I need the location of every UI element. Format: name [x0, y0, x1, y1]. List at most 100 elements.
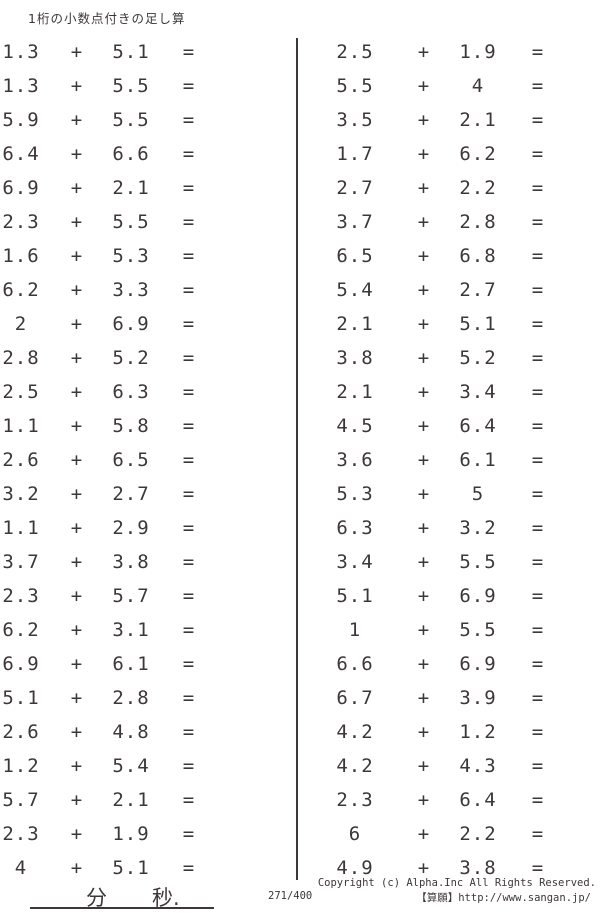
problem-row: 1.1 + 2.9 =	[0, 511, 297, 545]
equals-sign: =	[182, 177, 196, 199]
operand-a: 1.1	[2, 415, 40, 437]
equals-sign: =	[182, 789, 196, 811]
equals-sign: =	[531, 143, 545, 165]
problem-row: 2.6 + 4.8 =	[0, 715, 297, 749]
equals-sign: =	[182, 313, 196, 335]
plus-sign: +	[417, 687, 431, 709]
operand-a: 2.3	[2, 585, 40, 607]
equals-sign: =	[182, 619, 196, 641]
problem-row: 4 + 5.1 =	[0, 851, 297, 885]
operand-b: 2.7	[112, 483, 150, 505]
operand-b: 6.9	[112, 313, 150, 335]
operand-a: 4.9	[336, 857, 374, 879]
plus-sign: +	[70, 75, 84, 97]
equals-sign: =	[531, 551, 545, 573]
operand-b: 5.5	[112, 75, 150, 97]
plus-sign: +	[417, 721, 431, 743]
plus-sign: +	[70, 789, 84, 811]
equals-sign: =	[182, 823, 196, 845]
operand-b: 5.7	[112, 585, 150, 607]
problem-row: 4.9 + 3.8 =	[297, 851, 600, 885]
operand-a: 5.4	[336, 279, 374, 301]
operand-a: 6	[348, 823, 362, 845]
timer-minutes-label: 分	[86, 886, 107, 910]
operand-b: 2.7	[459, 279, 497, 301]
operand-a: 2.5	[2, 381, 40, 403]
equals-sign: =	[182, 143, 196, 165]
problem-row: 3.5 + 2.1 =	[297, 103, 600, 137]
plus-sign: +	[417, 755, 431, 777]
operand-a: 6.2	[2, 279, 40, 301]
operand-a: 3.8	[336, 347, 374, 369]
plus-sign: +	[70, 857, 84, 879]
plus-sign: +	[70, 313, 84, 335]
operand-a: 5.1	[336, 585, 374, 607]
problem-row: 5.4 + 2.7 =	[297, 273, 600, 307]
operand-a: 5.5	[336, 75, 374, 97]
plus-sign: +	[70, 687, 84, 709]
problem-row: 2.5 + 1.9 =	[297, 35, 600, 69]
problem-row: 2.3 + 1.9 =	[0, 817, 297, 851]
operand-b: 4.3	[459, 755, 497, 777]
operand-a: 4	[14, 857, 28, 879]
equals-sign: =	[531, 517, 545, 539]
equals-sign: =	[531, 619, 545, 641]
problem-row: 6.5 + 6.8 =	[297, 239, 600, 273]
problem-row: 4.2 + 1.2 =	[297, 715, 600, 749]
operand-a: 4.2	[336, 721, 374, 743]
operand-a: 6.6	[336, 653, 374, 675]
problem-row: 1.3 + 5.1 =	[0, 35, 297, 69]
equals-sign: =	[531, 245, 545, 267]
equals-sign: =	[182, 517, 196, 539]
equals-sign: =	[182, 381, 196, 403]
operand-a: 3.4	[336, 551, 374, 573]
problem-row: 2.1 + 3.4 =	[297, 375, 600, 409]
problem-row: 1.1 + 5.8 =	[0, 409, 297, 443]
operand-a: 2.3	[2, 823, 40, 845]
problem-row: 3.2 + 2.7 =	[0, 477, 297, 511]
timer-underline	[30, 907, 214, 909]
operand-a: 4.2	[336, 755, 374, 777]
problem-row: 5.9 + 5.5 =	[0, 103, 297, 137]
operand-b: 6.6	[112, 143, 150, 165]
plus-sign: +	[70, 279, 84, 301]
plus-sign: +	[417, 245, 431, 267]
problem-row: 6 + 2.2 =	[297, 817, 600, 851]
operand-b: 6.9	[459, 653, 497, 675]
operand-a: 6.2	[2, 619, 40, 641]
operand-b: 1.9	[459, 41, 497, 63]
problem-row: 5.1 + 2.8 =	[0, 681, 297, 715]
operand-b: 3.4	[459, 381, 497, 403]
operand-a: 1.2	[2, 755, 40, 777]
operand-a: 5.3	[336, 483, 374, 505]
operand-b: 3.9	[459, 687, 497, 709]
plus-sign: +	[417, 347, 431, 369]
problem-row: 3.8 + 5.2 =	[297, 341, 600, 375]
problem-row: 3.7 + 2.8 =	[297, 205, 600, 239]
plus-sign: +	[417, 517, 431, 539]
operand-b: 5.5	[459, 619, 497, 641]
operand-b: 2.2	[459, 823, 497, 845]
plus-sign: +	[417, 75, 431, 97]
operand-a: 6.3	[336, 517, 374, 539]
operand-a: 1.1	[2, 517, 40, 539]
equals-sign: =	[182, 483, 196, 505]
problem-row: 3.6 + 6.1 =	[297, 443, 600, 477]
equals-sign: =	[182, 75, 196, 97]
equals-sign: =	[182, 449, 196, 471]
operand-b: 2.2	[459, 177, 497, 199]
operand-b: 5.5	[112, 109, 150, 131]
operand-a: 6.9	[2, 653, 40, 675]
equals-sign: =	[182, 755, 196, 777]
operand-b: 3.1	[112, 619, 150, 641]
plus-sign: +	[417, 823, 431, 845]
plus-sign: +	[70, 619, 84, 641]
operand-b: 6.9	[459, 585, 497, 607]
operand-b: 5.2	[459, 347, 497, 369]
operand-b: 6.1	[459, 449, 497, 471]
plus-sign: +	[417, 313, 431, 335]
operand-b: 5.3	[112, 245, 150, 267]
equals-sign: =	[531, 483, 545, 505]
operand-b: 2.1	[112, 789, 150, 811]
operand-a: 2.3	[336, 789, 374, 811]
